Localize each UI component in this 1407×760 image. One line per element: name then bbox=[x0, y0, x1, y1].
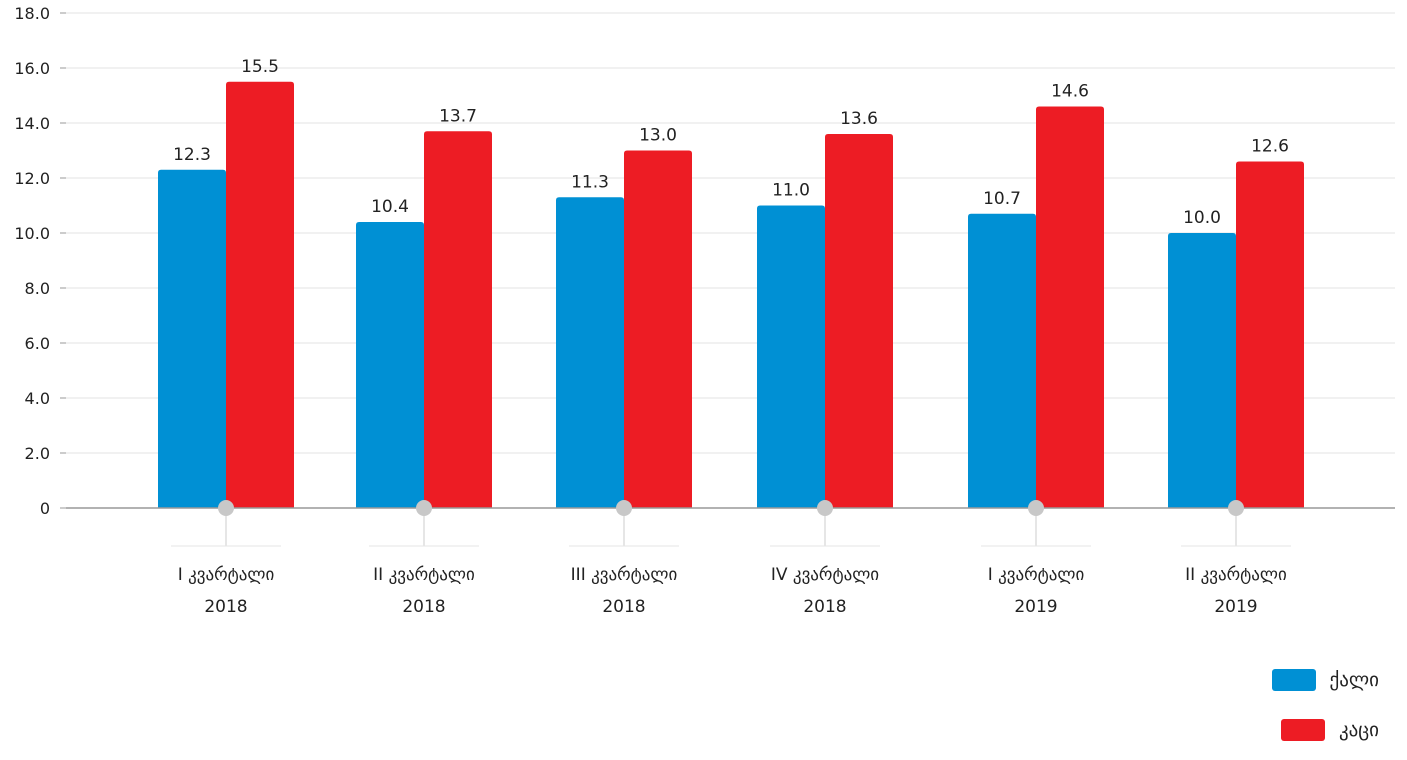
data-label: 14.6 bbox=[1051, 82, 1089, 102]
data-label: 10.4 bbox=[371, 197, 409, 217]
x-category-label: I კვარტალი bbox=[988, 565, 1085, 585]
data-label: 13.0 bbox=[639, 126, 677, 146]
legend-swatch-series-2 bbox=[1280, 719, 1325, 741]
bar-series-1-6[interactable] bbox=[1168, 233, 1236, 508]
bar-series-1-4[interactable] bbox=[757, 205, 825, 509]
data-label: 12.3 bbox=[173, 145, 211, 165]
y-tick-label: 4.0 bbox=[25, 389, 50, 408]
data-label: 10.7 bbox=[983, 189, 1021, 209]
y-tick-label: 18.0 bbox=[14, 4, 50, 23]
legend-item-series-1[interactable]: ქალი bbox=[1219, 660, 1379, 700]
bar-series-1-1[interactable] bbox=[158, 169, 226, 508]
x-category-label: I კვარტალი bbox=[178, 565, 275, 585]
data-label: 13.7 bbox=[439, 106, 477, 126]
y-tick-label: 16.0 bbox=[14, 59, 50, 78]
legend-label-series-2: კაცი bbox=[1338, 719, 1379, 741]
y-tick-label: 8.0 bbox=[25, 279, 50, 298]
x-category-year: 2018 bbox=[602, 597, 645, 617]
x-category-label: II კვარტალი bbox=[373, 565, 475, 585]
bars bbox=[158, 81, 1304, 509]
data-label: 15.5 bbox=[241, 57, 279, 77]
axis-marker-dot bbox=[1028, 500, 1044, 516]
data-label: 12.6 bbox=[1251, 137, 1289, 157]
y-tick-label: 14.0 bbox=[14, 114, 50, 133]
bar-series-2-6[interactable] bbox=[1236, 161, 1304, 509]
data-label: 11.3 bbox=[571, 172, 609, 192]
x-category-year: 2019 bbox=[1014, 597, 1057, 617]
bar-series-2-5[interactable] bbox=[1036, 106, 1104, 509]
data-labels: 12.3 10.4 11.3 11.0 10.7 10.0 15.5 13.7 13.0 13.6… bbox=[173, 57, 1289, 228]
y-tick-label: 6.0 bbox=[25, 334, 50, 353]
bar-series-2-3[interactable] bbox=[624, 150, 692, 509]
x-axis bbox=[66, 500, 1395, 547]
x-category-year: 2018 bbox=[803, 597, 846, 617]
data-label: 13.6 bbox=[840, 109, 878, 129]
legend-swatch-series-1 bbox=[1271, 669, 1316, 691]
bar-series-2-2[interactable] bbox=[424, 131, 492, 508]
x-category-label: II კვარტალი bbox=[1185, 565, 1287, 585]
axis-marker-dot bbox=[817, 500, 833, 516]
data-label: 11.0 bbox=[772, 181, 810, 201]
x-category-label: III კვარტალი bbox=[571, 565, 678, 585]
y-tick-label: 2.0 bbox=[25, 444, 50, 463]
axis-marker-dot bbox=[218, 500, 234, 516]
x-axis-category-labels: I კვარტალი 2018 II კვარტალი 2018 III კვარტალ… bbox=[178, 565, 1287, 617]
legend-label-series-1: ქალი bbox=[1329, 669, 1379, 691]
axis-marker-dot bbox=[616, 500, 632, 516]
x-category-year: 2019 bbox=[1214, 597, 1257, 617]
legend-item-series-2[interactable]: კაცი bbox=[1219, 710, 1379, 750]
y-tick-label: 10.0 bbox=[14, 224, 50, 243]
x-category-year: 2018 bbox=[204, 597, 247, 617]
y-tick-label: 12.0 bbox=[14, 169, 50, 188]
legend: ქალი კაცი bbox=[1219, 660, 1379, 760]
y-tick-label: 0 bbox=[40, 499, 50, 518]
x-category-label: IV კვარტალი bbox=[771, 565, 879, 585]
bar-chart: 0 2.0 4.0 6.0 8.0 10.0 12.0 14.0 16.0 18.0 12.3 10… bbox=[14, 4, 1395, 617]
bar-series-2-1[interactable] bbox=[226, 81, 294, 508]
x-category-year: 2018 bbox=[402, 597, 445, 617]
bar-series-1-5[interactable] bbox=[968, 213, 1036, 508]
bar-series-1-2[interactable] bbox=[356, 222, 424, 508]
axis-marker-dot bbox=[416, 500, 432, 516]
data-label: 10.0 bbox=[1183, 208, 1221, 228]
axis-marker-dot bbox=[1228, 500, 1244, 516]
y-axis-tick-labels: 0 2.0 4.0 6.0 8.0 10.0 12.0 14.0 16.0 18.0 bbox=[14, 4, 50, 518]
bar-series-2-4[interactable] bbox=[825, 134, 893, 508]
bar-series-1-3[interactable] bbox=[556, 197, 624, 508]
